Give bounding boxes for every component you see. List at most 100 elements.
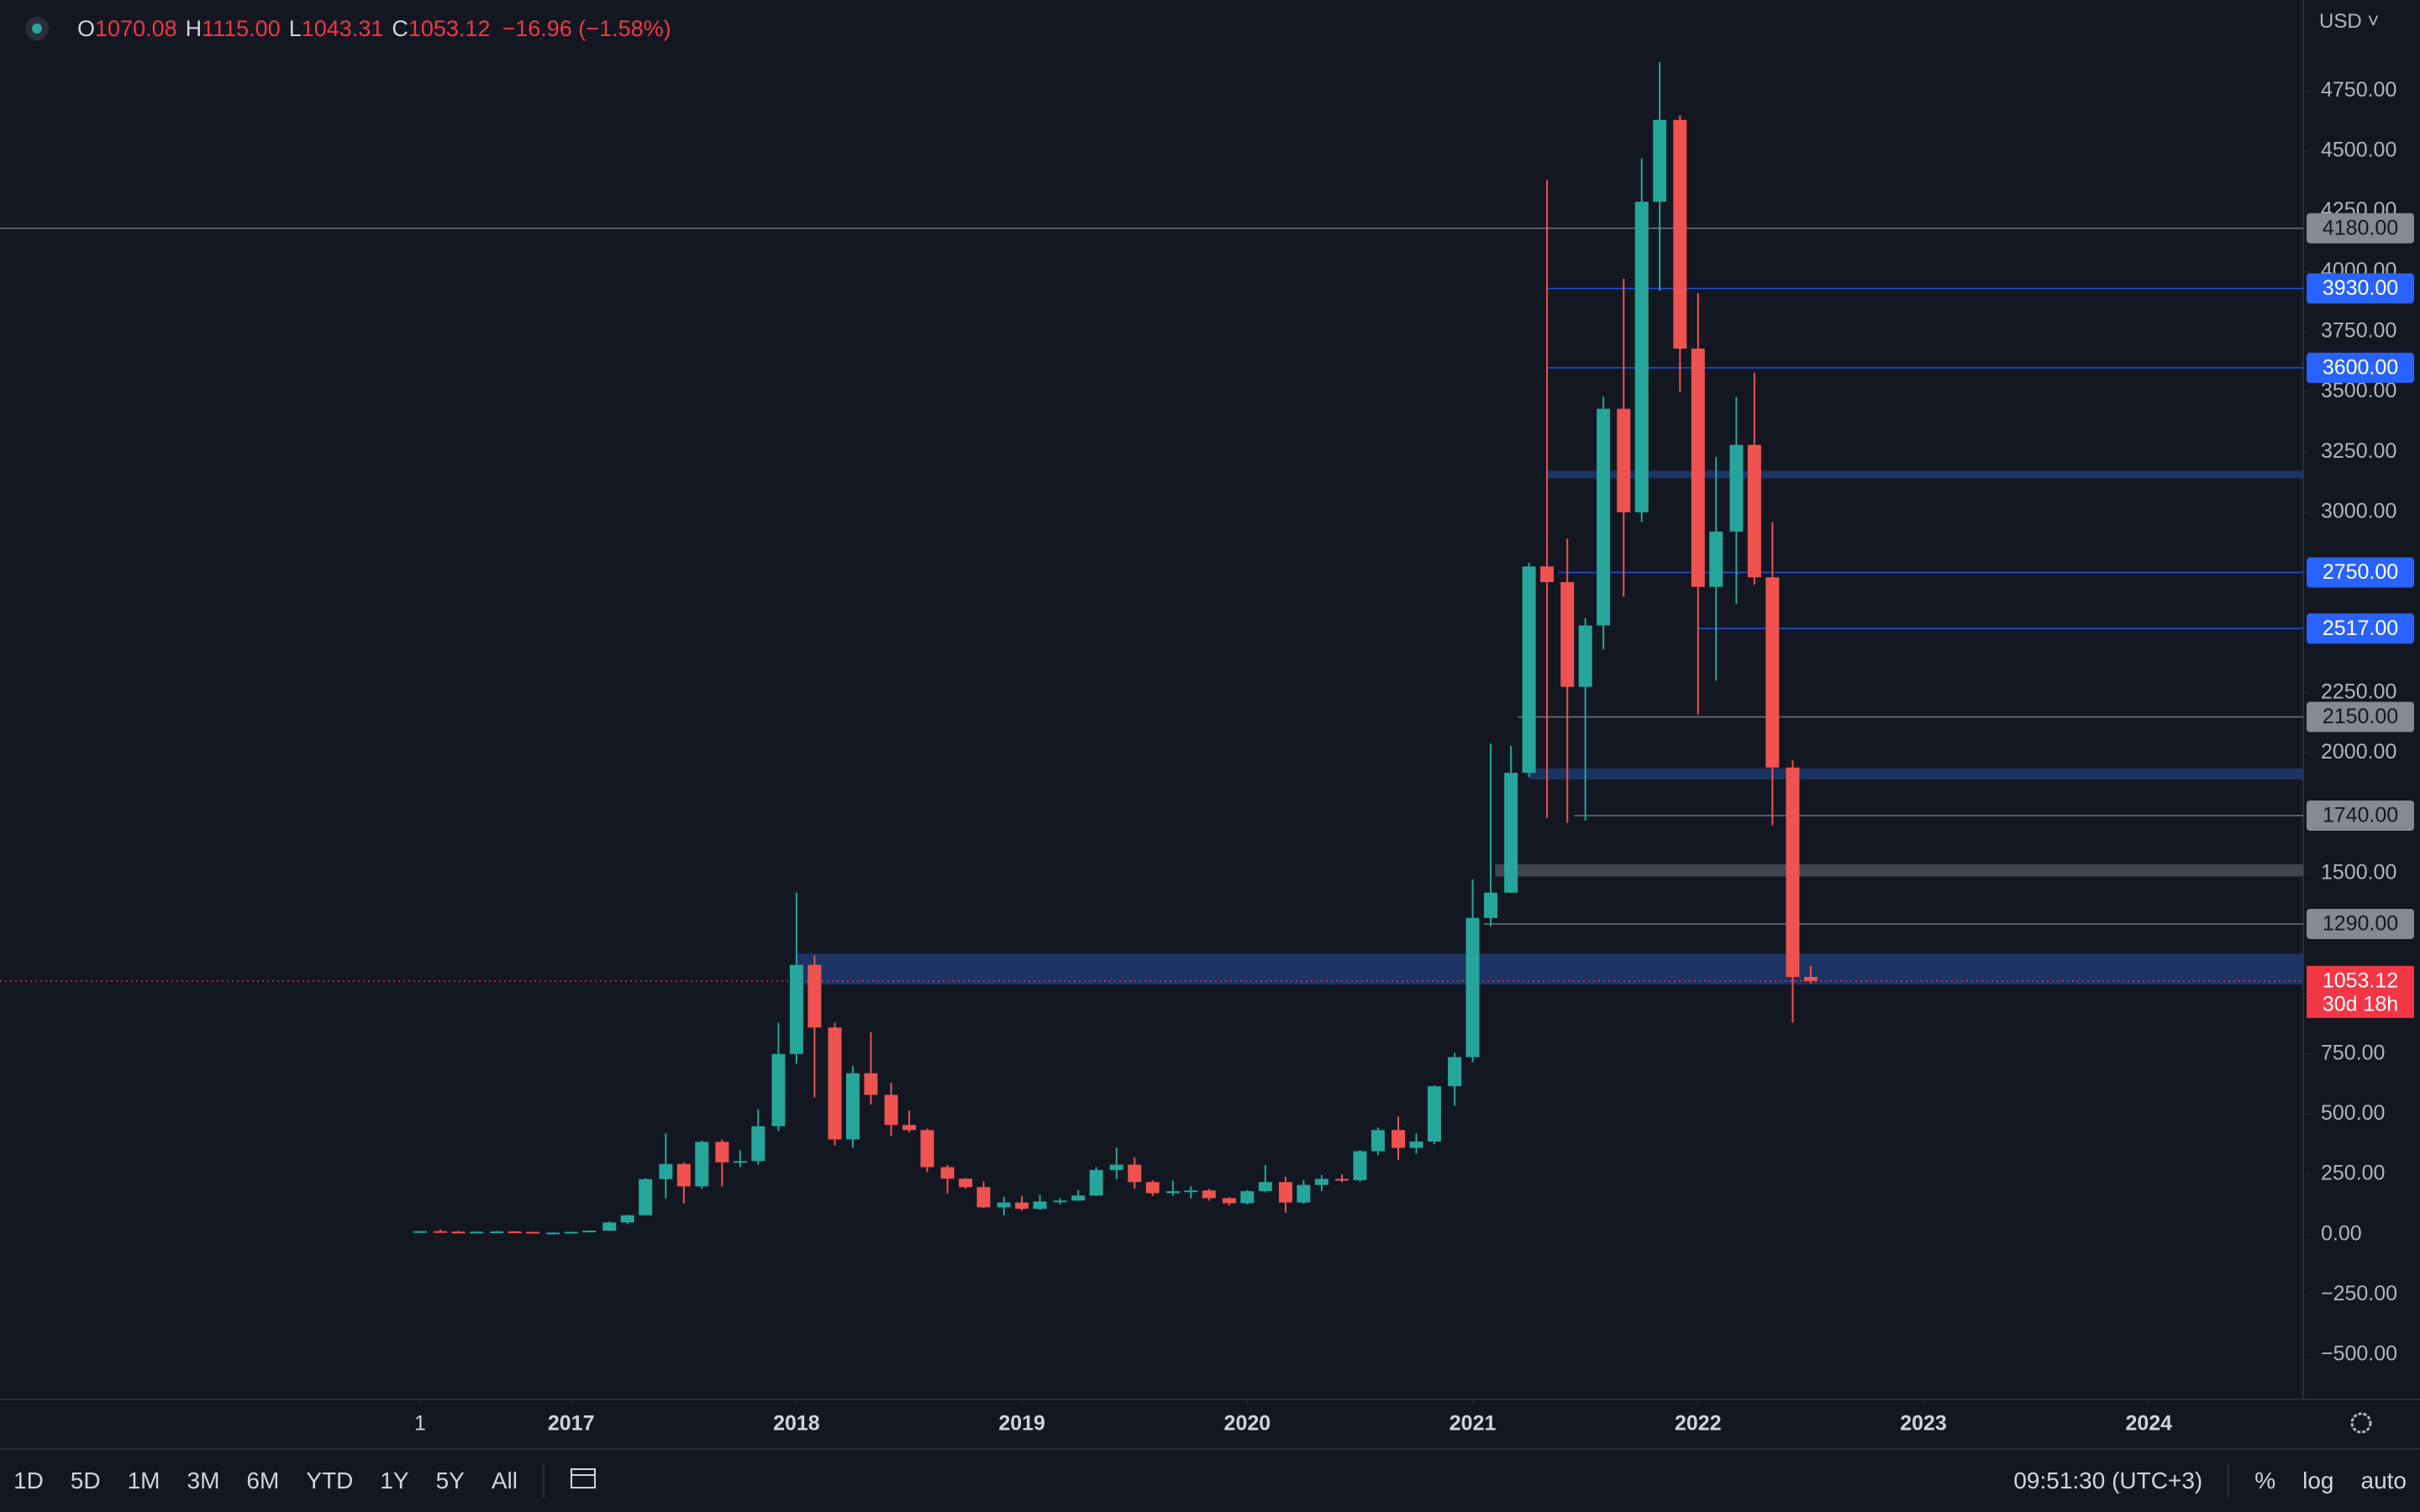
bar-countdown: 30d 18h bbox=[2323, 992, 2398, 1016]
scale-option[interactable]: auto bbox=[2360, 1467, 2407, 1494]
candle-body bbox=[997, 1202, 1011, 1208]
y-tick-label: 750.00 bbox=[2321, 1041, 2385, 1064]
candle-body bbox=[695, 1142, 709, 1187]
x-tick-label: 2024 bbox=[2125, 1412, 2172, 1436]
candle-body bbox=[1617, 408, 1631, 512]
candle-body bbox=[1015, 1202, 1029, 1210]
level-label-box bbox=[2307, 908, 2414, 939]
range-button[interactable]: 1M bbox=[127, 1467, 160, 1494]
candle-body bbox=[902, 1125, 917, 1131]
candle-body bbox=[1448, 1057, 1462, 1087]
y-tick-label: 500.00 bbox=[2321, 1101, 2385, 1125]
candle-body bbox=[1128, 1164, 1142, 1183]
candle-body bbox=[602, 1222, 617, 1231]
candle-body bbox=[828, 1027, 842, 1140]
scale-option[interactable]: log bbox=[2302, 1467, 2334, 1494]
level-label-box bbox=[2307, 613, 2414, 644]
y-tick-label: 3750.00 bbox=[2321, 319, 2396, 343]
candle-body bbox=[1335, 1179, 1349, 1181]
settings-button[interactable] bbox=[2350, 1412, 2372, 1434]
level-label-box bbox=[2307, 352, 2414, 383]
candle-body bbox=[1786, 767, 1800, 978]
y-tick-label: 250.00 bbox=[2321, 1162, 2385, 1185]
price-change: −16.96 (−1.58%) bbox=[502, 15, 671, 41]
level-label: 3600.00 bbox=[2323, 356, 2398, 380]
ohlc-key: L bbox=[288, 15, 302, 41]
candle-body bbox=[808, 964, 822, 1028]
separator bbox=[2228, 1464, 2230, 1498]
candle-body bbox=[976, 1187, 991, 1208]
calendar-icon[interactable] bbox=[570, 1466, 598, 1491]
candle-body bbox=[1409, 1142, 1423, 1148]
candle-body bbox=[1465, 917, 1480, 1058]
level-label: 4180.00 bbox=[2323, 216, 2398, 239]
y-tick-label: −500.00 bbox=[2321, 1342, 2397, 1366]
candle-body bbox=[1089, 1169, 1103, 1196]
clock: 09:51:30 (UTC+3) bbox=[2013, 1467, 2203, 1494]
y-tick-label: −250.00 bbox=[2321, 1282, 2397, 1305]
candle-body bbox=[1297, 1184, 1311, 1203]
x-tick-label: 2018 bbox=[773, 1412, 820, 1436]
zone bbox=[1547, 470, 2303, 479]
currency[interactable]: USD bbox=[2319, 10, 2362, 33]
status-icon bbox=[25, 17, 49, 40]
candle-body bbox=[1634, 202, 1649, 512]
gear-icon bbox=[2350, 1412, 2372, 1434]
candle-body bbox=[1522, 566, 1536, 773]
candle-body bbox=[1184, 1190, 1198, 1193]
level-label: 2150.00 bbox=[2323, 705, 2398, 728]
ohlc-value: 1053.12 bbox=[408, 15, 491, 41]
range-button[interactable]: 6M bbox=[246, 1467, 280, 1494]
candle-body bbox=[620, 1215, 634, 1223]
candle-body bbox=[1278, 1182, 1292, 1203]
range-button[interactable]: All bbox=[491, 1467, 518, 1494]
level-label: 2517.00 bbox=[2323, 617, 2398, 640]
ohlc-key: C bbox=[392, 15, 408, 41]
level-label-box bbox=[2307, 273, 2414, 304]
last-price-box bbox=[2307, 965, 2414, 1018]
level-label-box bbox=[2307, 213, 2414, 244]
ohlc-legend: O 1070.08 H 1115.00 L 1043.31 C 1053.12 −16.96 (… bbox=[25, 12, 671, 45]
x-tick-label: 2019 bbox=[998, 1412, 1045, 1436]
last-price-label: 1053.12 bbox=[2323, 969, 2398, 992]
scale-option[interactable]: % bbox=[2254, 1467, 2276, 1494]
candle-body bbox=[434, 1231, 448, 1233]
candle-body bbox=[451, 1231, 466, 1234]
currency-selector[interactable]: USD ˅ bbox=[2319, 10, 2380, 33]
candle-body bbox=[1258, 1182, 1272, 1192]
candle-body bbox=[676, 1163, 691, 1187]
candle-body bbox=[920, 1130, 934, 1168]
x-tick-label: 2020 bbox=[1224, 1412, 1271, 1436]
range-button[interactable]: YTD bbox=[306, 1467, 354, 1494]
range-button[interactable]: 1Y bbox=[380, 1467, 409, 1494]
range-button[interactable]: 1D bbox=[13, 1467, 44, 1494]
level-label-box bbox=[2307, 557, 2414, 588]
candle-body bbox=[1370, 1130, 1385, 1152]
candle-body bbox=[1729, 444, 1744, 532]
level-label-box bbox=[2307, 701, 2414, 732]
level-label: 1740.00 bbox=[2323, 804, 2398, 827]
candle-body bbox=[1560, 581, 1575, 687]
candle-body bbox=[1222, 1198, 1236, 1204]
range-button[interactable]: 3M bbox=[187, 1467, 220, 1494]
range-button[interactable]: 5Y bbox=[435, 1467, 465, 1494]
candle-body bbox=[1709, 531, 1723, 587]
candle-body bbox=[1484, 892, 1498, 918]
candle-body bbox=[564, 1231, 578, 1234]
goto-date-button[interactable] bbox=[556, 1466, 612, 1497]
candle-body bbox=[639, 1179, 653, 1215]
range-button[interactable]: 5D bbox=[70, 1467, 101, 1494]
x-tick-label: 1 bbox=[414, 1412, 426, 1436]
candle-body bbox=[490, 1231, 504, 1233]
x-tick-label: 2023 bbox=[1900, 1412, 1947, 1436]
candle-body bbox=[1240, 1191, 1255, 1204]
candle-body bbox=[864, 1073, 878, 1095]
candle-body bbox=[1353, 1151, 1367, 1180]
candle-body bbox=[508, 1231, 522, 1233]
candle-body bbox=[1145, 1182, 1160, 1194]
separator bbox=[542, 1464, 544, 1498]
candle-body bbox=[1597, 408, 1611, 626]
y-tick-label: 2250.00 bbox=[2321, 680, 2396, 703]
y-tick-label: 0.00 bbox=[2321, 1221, 2362, 1245]
zone bbox=[796, 953, 2303, 985]
